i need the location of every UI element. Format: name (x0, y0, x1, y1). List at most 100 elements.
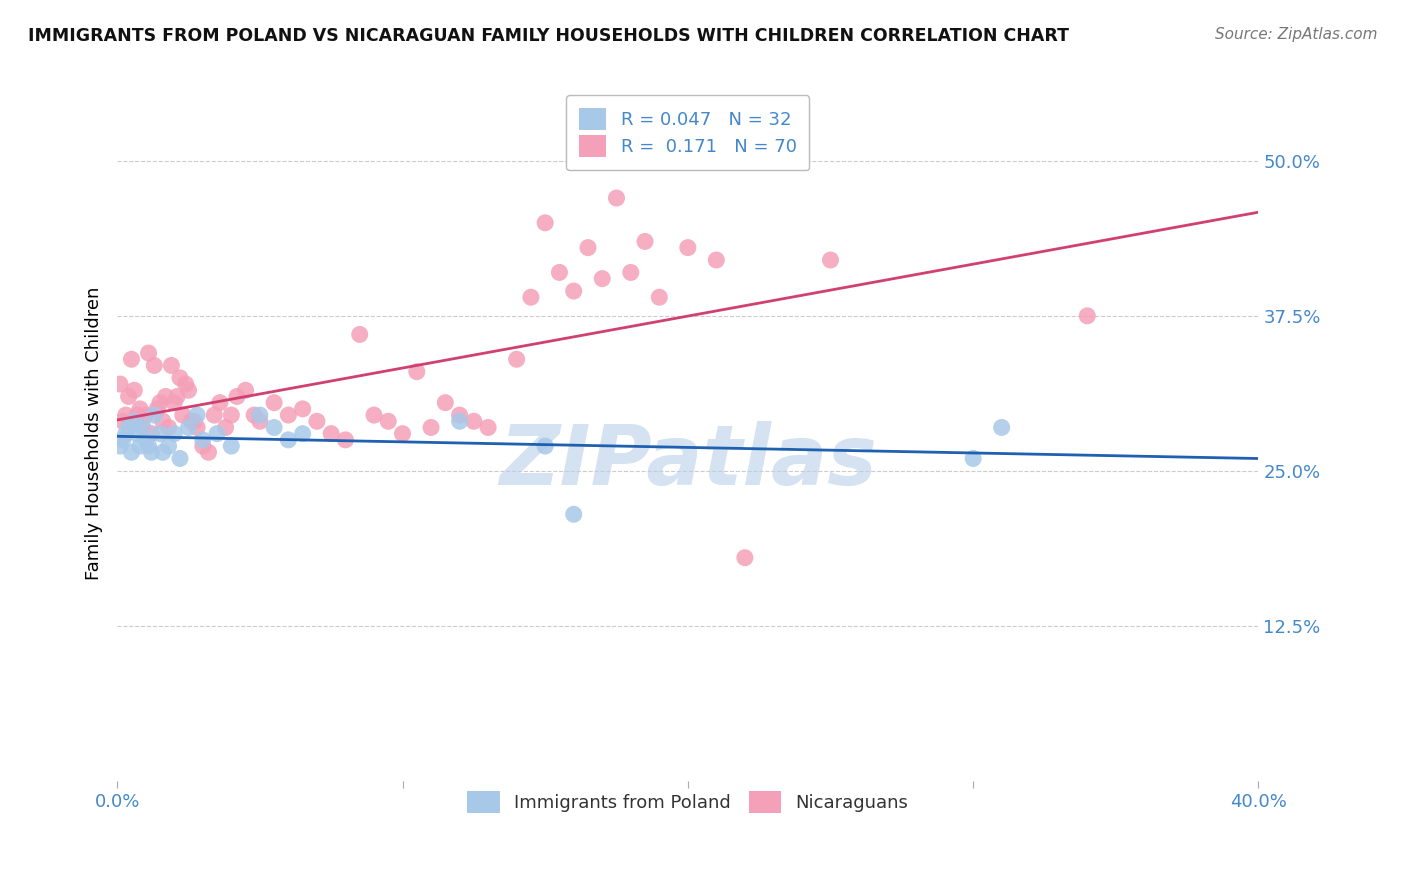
Point (177, 420, 200, 434)
Point (221, 408, 243, 422)
Point (174, 377, 197, 392)
Point (405, 365, 427, 379)
Point (562, 508, 585, 522)
Point (534, 439, 557, 453)
Point (114, 426, 136, 441)
Point (605, 191, 627, 205)
Point (138, 346, 160, 360)
Point (205, 426, 228, 441)
Point (166, 389, 188, 403)
Point (562, 284, 585, 298)
Point (157, 439, 180, 453)
Point (120, 352, 142, 367)
Point (186, 420, 208, 434)
Point (962, 451, 984, 466)
Point (226, 389, 249, 403)
Point (172, 408, 194, 422)
Legend: Immigrants from Poland, Nicaraguans: Immigrants from Poland, Nicaraguans (456, 780, 920, 824)
Point (108, 377, 131, 392)
Point (124, 414, 146, 428)
Point (208, 395, 231, 409)
Point (129, 401, 152, 416)
Point (548, 265, 571, 279)
Point (249, 414, 271, 428)
Point (160, 359, 183, 373)
Point (591, 271, 613, 285)
Point (243, 408, 266, 422)
Point (676, 241, 699, 255)
Point (202, 408, 225, 422)
Point (214, 420, 236, 434)
Point (127, 408, 149, 422)
Point (277, 408, 299, 422)
Point (124, 384, 146, 398)
Point (263, 420, 285, 434)
Point (152, 445, 174, 459)
Point (111, 433, 134, 447)
Point (177, 384, 200, 398)
Point (576, 241, 599, 255)
Point (449, 414, 471, 428)
Point (157, 420, 180, 434)
Point (129, 439, 152, 453)
Point (505, 352, 527, 367)
Point (277, 433, 299, 447)
Point (463, 414, 485, 428)
Point (990, 420, 1012, 434)
Point (291, 401, 314, 416)
Point (180, 414, 202, 428)
Text: Source: ZipAtlas.com: Source: ZipAtlas.com (1215, 27, 1378, 42)
Y-axis label: Family Households with Children: Family Households with Children (86, 287, 103, 581)
Point (191, 439, 214, 453)
Point (249, 408, 271, 422)
Point (132, 420, 155, 434)
Point (321, 426, 343, 441)
Text: ZIPatlas: ZIPatlas (499, 421, 877, 502)
Point (163, 426, 186, 441)
Point (141, 445, 163, 459)
Point (263, 395, 285, 409)
Point (141, 426, 163, 441)
Point (114, 408, 136, 422)
Point (135, 408, 157, 422)
Point (221, 439, 243, 453)
Point (634, 235, 657, 249)
Point (235, 384, 257, 398)
Point (143, 408, 166, 422)
Point (449, 408, 471, 422)
Point (135, 433, 157, 447)
Point (349, 327, 371, 342)
Point (108, 439, 131, 453)
Text: IMMIGRANTS FROM POLAND VS NICARAGUAN FAMILY HOUSEHOLDS WITH CHILDREN CORRELATION: IMMIGRANTS FROM POLAND VS NICARAGUAN FAM… (28, 27, 1069, 45)
Point (291, 426, 314, 441)
Point (132, 420, 155, 434)
Point (391, 426, 413, 441)
Point (163, 395, 186, 409)
Point (420, 420, 443, 434)
Point (138, 439, 160, 453)
Point (149, 395, 172, 409)
Point (191, 433, 214, 447)
Point (197, 445, 219, 459)
Point (127, 426, 149, 441)
Point (335, 433, 357, 447)
Point (520, 290, 543, 304)
Point (169, 371, 191, 385)
Point (477, 420, 499, 434)
Point (152, 414, 174, 428)
Point (186, 408, 208, 422)
Point (820, 253, 842, 268)
Point (363, 408, 385, 422)
Point (1076, 309, 1098, 323)
Point (620, 265, 643, 279)
Point (117, 420, 139, 434)
Point (117, 389, 139, 403)
Point (434, 395, 457, 409)
Point (155, 389, 177, 403)
Point (149, 426, 172, 441)
Point (305, 414, 328, 428)
Point (169, 451, 191, 466)
Point (377, 414, 399, 428)
Point (120, 445, 142, 459)
Point (111, 414, 134, 428)
